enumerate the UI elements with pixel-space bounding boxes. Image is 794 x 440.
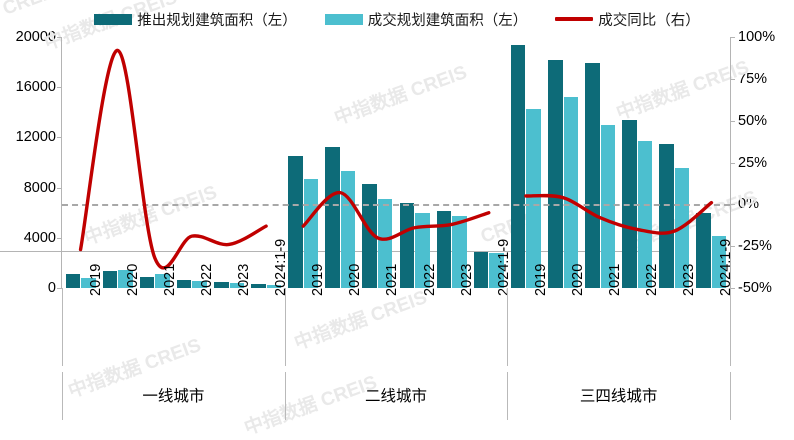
bar-launched-area: [102, 271, 118, 288]
group-separator-lower: [284, 372, 286, 420]
group-label: 一线城市: [142, 388, 205, 405]
category-tick-label: 2024:1-9: [495, 238, 512, 296]
legend-label: 成交同比（右）: [598, 12, 700, 29]
left-axis-tick-label: 0: [47, 280, 56, 296]
category-tick-label: 2023: [681, 263, 698, 296]
bar-sold-area: [81, 277, 96, 288]
bar-sold-area: [229, 282, 244, 288]
bar-launched-area: [510, 45, 526, 288]
right-axis-tick-label: 0%: [738, 196, 759, 213]
legend-label: 推出规划建筑面积（左）: [137, 12, 297, 29]
category-tick-label: 2024:1-9: [718, 238, 735, 296]
bar-launched-area: [65, 273, 81, 288]
right-axis-tick-label: 100%: [738, 29, 776, 45]
legend-label: 成交规划建筑面积（左）: [367, 12, 528, 29]
group-separator-upper: [62, 288, 63, 366]
bar-sold-area: [563, 97, 578, 288]
bar-sold-area: [192, 280, 207, 288]
right-axis-tick-label: 75%: [738, 70, 768, 87]
category-tick-label: 2019: [310, 263, 327, 296]
right-axis-tick: [730, 246, 735, 248]
group-separator-upper: [507, 288, 509, 366]
category-tick-label: 2020: [347, 263, 364, 296]
category-tick-label: 2019: [532, 263, 549, 296]
category-tick-label: 2022: [198, 263, 215, 296]
legend-sold-yoy[interactable]: 成交同比（右）: [555, 9, 700, 30]
legend-sold-area[interactable]: 成交规划建筑面积（左）: [324, 9, 528, 30]
legend-line-marker: [555, 17, 594, 21]
right-axis-tick: [730, 162, 735, 164]
category-tick-label: 2021: [607, 263, 624, 296]
bar-sold-area: [489, 252, 504, 288]
legend-square-marker: [324, 13, 363, 25]
legend-launched-area[interactable]: 推出规划建筑面积（左）: [94, 9, 297, 30]
left-axis-tick: [57, 137, 62, 139]
bar-sold-area: [118, 269, 133, 288]
left-axis-tick-label: 12000: [15, 129, 56, 146]
right-axis-tick: [730, 204, 735, 206]
bar-launched-area: [399, 202, 415, 288]
group-label: 三四线城市: [579, 388, 658, 405]
category-tick-label: 2020: [570, 263, 586, 296]
left-axis-tick-label: 16000: [15, 79, 56, 96]
right-axis-tick: [730, 288, 735, 289]
bar-launched-area: [659, 144, 674, 288]
group-label: 二线城市: [364, 388, 427, 405]
bar-sold-area: [711, 235, 727, 288]
category-tick-label: 2021: [161, 263, 178, 296]
right-axis-tick-label: -25%: [738, 238, 772, 255]
chart-legend: 推出规划建筑面积（左） 成交规划建筑面积（左） 成交同比（右）: [0, 8, 794, 30]
bar-sold-area: [526, 108, 541, 288]
bar-launched-area: [696, 212, 711, 288]
category-tick-label: 2022: [644, 263, 661, 296]
group-separator-lower: [730, 372, 731, 420]
zero-reference-line: [62, 204, 730, 207]
bar-launched-area: [585, 63, 600, 288]
right-axis-tick: [730, 120, 735, 122]
group-separator-lower: [507, 372, 509, 420]
group-separator-upper: [284, 288, 286, 366]
bar-sold-area: [155, 273, 170, 288]
left-axis-tick: [57, 187, 62, 189]
group-separator-lower: [62, 372, 63, 420]
group-separator-upper: [730, 288, 731, 366]
category-tick-label: 2022: [421, 263, 438, 296]
bar-launched-area: [288, 155, 303, 288]
left-axis-tick: [57, 237, 62, 239]
category-tick-label: 2020: [124, 263, 141, 296]
bar-launched-area: [362, 184, 377, 288]
bar-launched-area: [139, 276, 155, 288]
left-axis-line: [61, 37, 62, 288]
bar-launched-area: [251, 283, 266, 288]
category-tick-label: 2024:1-9: [273, 238, 290, 296]
right-axis-tick: [730, 78, 735, 80]
bar-launched-area: [325, 146, 340, 288]
left-axis-tick-label: 4000: [23, 229, 56, 246]
left-axis-tick: [57, 37, 62, 38]
right-axis-tick-label: -50%: [738, 280, 772, 296]
category-tick-label: 2023: [458, 263, 475, 296]
legend-square-marker: [94, 13, 133, 25]
bar-launched-area: [176, 280, 192, 288]
bar-launched-area: [214, 281, 229, 288]
bar-sold-area: [266, 284, 282, 288]
category-tick-label: 2023: [236, 263, 252, 296]
left-axis-tick: [57, 288, 62, 289]
plot-area: [57, 37, 735, 289]
category-tick-label: 2021: [384, 263, 401, 296]
right-axis-tick-label: 25%: [738, 154, 768, 171]
right-axis-tick: [730, 37, 735, 38]
category-tick-label: 2019: [87, 263, 104, 296]
bar-launched-area: [548, 60, 563, 288]
right-axis-tick-label: 50%: [738, 112, 768, 129]
left-axis-tick-label: 20000: [15, 29, 56, 45]
bar-launched-area: [473, 251, 489, 288]
bar-launched-area: [436, 211, 452, 288]
left-axis-tick-label: 8000: [23, 179, 56, 196]
left-axis-tick: [57, 87, 62, 89]
